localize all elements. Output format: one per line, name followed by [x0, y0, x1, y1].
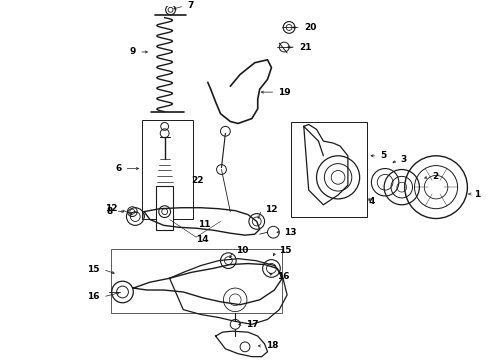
Text: 21: 21	[299, 42, 311, 51]
Text: 5: 5	[380, 151, 387, 160]
Text: 10: 10	[236, 246, 248, 255]
Text: 9: 9	[130, 48, 136, 57]
Text: 16: 16	[277, 272, 290, 281]
Text: 2: 2	[432, 172, 439, 181]
Text: 20: 20	[304, 23, 316, 32]
Text: 19: 19	[278, 87, 291, 96]
Text: 22: 22	[191, 176, 204, 185]
Text: 6: 6	[115, 164, 122, 173]
Text: 12: 12	[265, 205, 277, 214]
Text: 1: 1	[474, 189, 481, 198]
Text: 16: 16	[88, 292, 100, 301]
Bar	[291, 122, 368, 217]
Text: 18: 18	[266, 341, 278, 350]
Text: 15: 15	[88, 265, 100, 274]
Bar	[142, 120, 193, 220]
Bar	[156, 186, 173, 230]
Text: 4: 4	[368, 197, 375, 206]
Text: 3: 3	[401, 155, 407, 164]
Text: 17: 17	[246, 320, 259, 329]
Text: 12: 12	[105, 204, 118, 213]
Text: 14: 14	[196, 235, 209, 244]
Bar	[111, 249, 282, 312]
Text: 13: 13	[284, 228, 296, 237]
Text: 11: 11	[198, 220, 211, 229]
Text: 15: 15	[279, 246, 292, 255]
Text: 8: 8	[106, 207, 113, 216]
Text: 7: 7	[187, 1, 194, 10]
